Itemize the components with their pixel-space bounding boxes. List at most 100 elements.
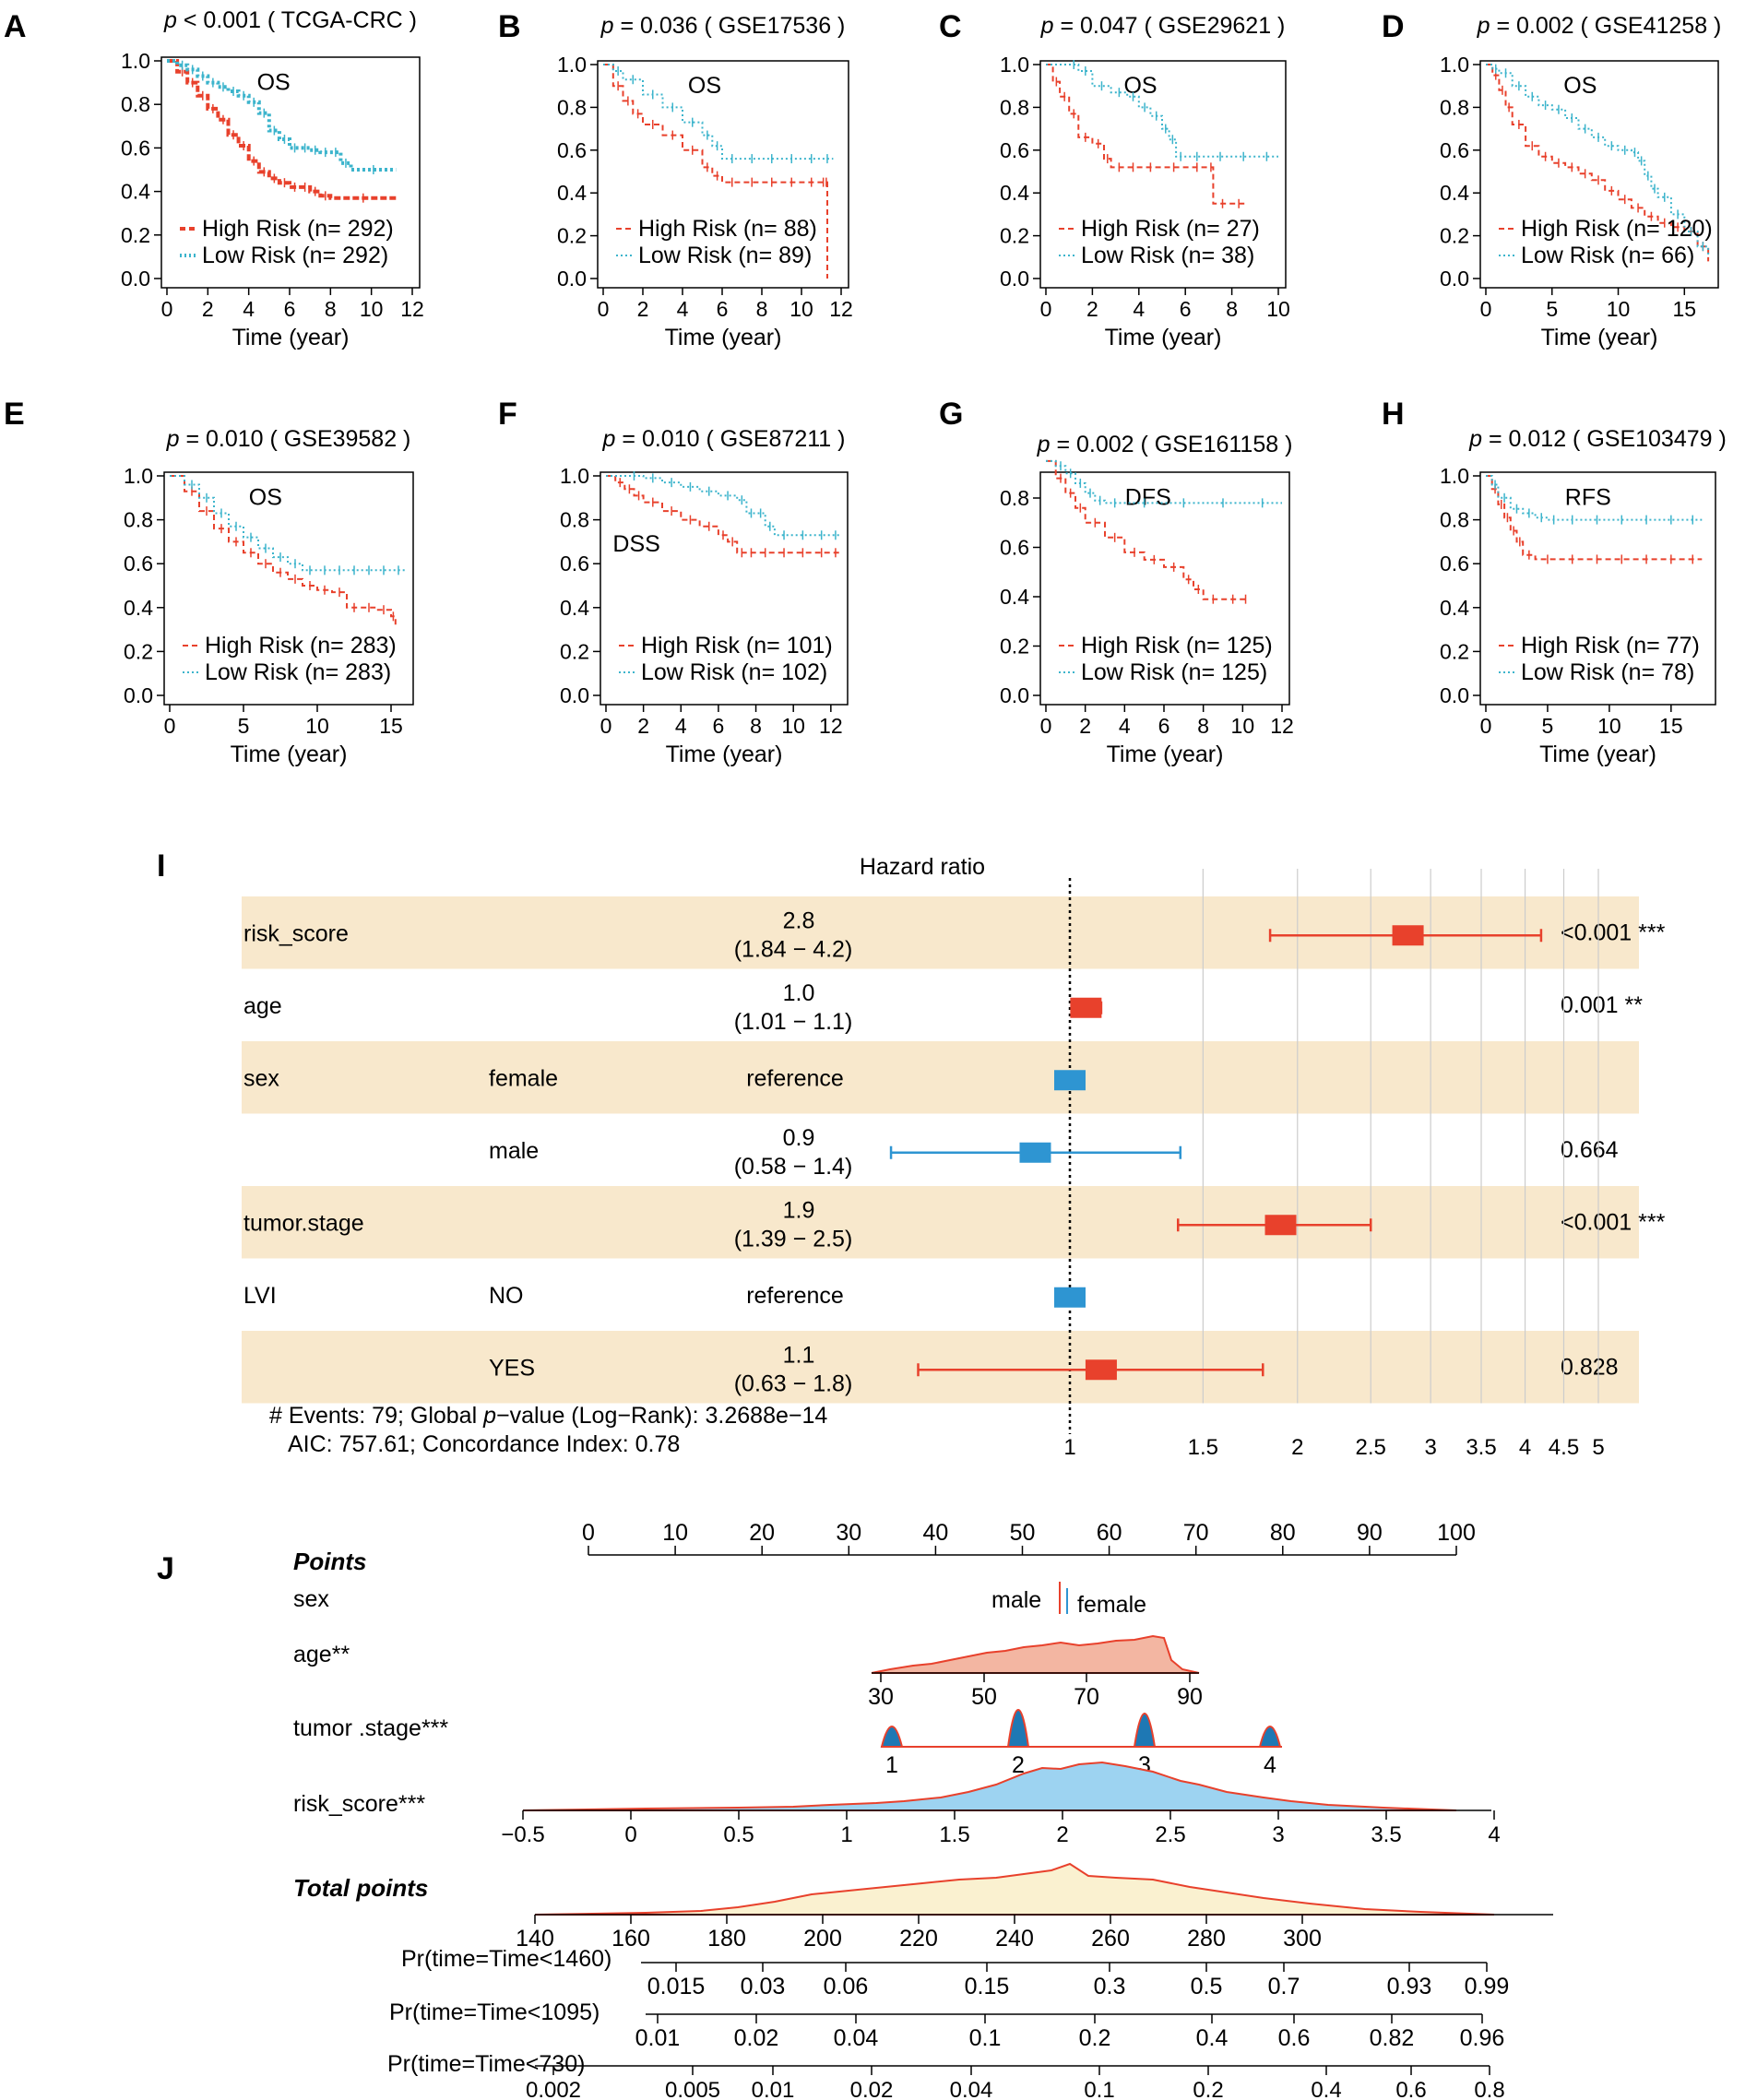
km-legend-text: Low Risk (n= 283): [205, 659, 391, 685]
nomo-tick-label: 0.02: [850, 2078, 894, 2100]
nomo-tick-label: 0.5: [1191, 1974, 1223, 1999]
km-endpoint-label: OS: [257, 70, 291, 96]
km-ytick-label: 0.0: [1000, 683, 1029, 707]
nomo-tick-label: 0.6: [1278, 2025, 1311, 2051]
km-ytick-label: 0.4: [557, 181, 587, 205]
km-curve-low-risk: [1046, 459, 1282, 504]
nomo-sex-female-label: female: [1077, 1592, 1146, 1618]
nomo-tick-label: 0.15: [965, 1974, 1010, 1999]
km-xtick-label: 0: [1480, 297, 1492, 321]
nomo-tick-label: 0.5: [723, 1822, 754, 1847]
forest-row-band: [242, 896, 1639, 969]
km-ytick-label: 0.6: [1440, 552, 1469, 575]
km-title: p = 0.012 ( GSE103479 ): [1468, 426, 1727, 452]
km-ytick-label: 0.6: [1440, 138, 1469, 162]
km-xtick-label: 12: [400, 297, 424, 321]
nomo-tick-label: 0.2: [1079, 2025, 1111, 2051]
forest-level: NO: [489, 1283, 524, 1309]
km-xtick-label: 0: [1040, 297, 1052, 321]
forest-xtick-label: 4: [1519, 1435, 1531, 1460]
forest-pvalue: 0.828: [1561, 1354, 1619, 1380]
km-xtick-label: 5: [1546, 297, 1558, 321]
km-xtick-label: 2: [1079, 714, 1091, 738]
panel-label-e: E: [4, 397, 25, 432]
km-curve-low-risk: [170, 475, 406, 572]
km-endpoint-label: OS: [1563, 73, 1597, 99]
forest-hr: 1.0: [783, 980, 815, 1006]
km-curve-high-risk: [1486, 64, 1710, 262]
km-legend-text: High Risk (n= 283): [205, 633, 397, 658]
km-legend-text: High Risk (n= 27): [1081, 216, 1260, 242]
km-panels: p < 0.001 ( TCGA-CRC ) 0.0 0.2 0.4 0.6 0.8 1.0…: [121, 7, 1727, 767]
km-panel-f: p = 0.010 ( GSE87211 ) 0.0 0.2 0.4 0.6 0.8 1.0…: [560, 426, 849, 767]
km-xtick-label: 0: [598, 297, 610, 321]
forest-xtick-label: 3: [1424, 1435, 1436, 1460]
nomo-tick-label: 70: [1183, 1520, 1209, 1546]
km-ytick-label: 1.0: [124, 464, 153, 488]
forest-xtick-label: 4.5: [1549, 1435, 1579, 1460]
km-ytick-label: 0.4: [124, 596, 153, 620]
km-curve-high-risk: [606, 475, 840, 554]
panel-labels: A B C D E F G H I J: [4, 9, 1405, 1586]
km-ytick-label: 0.0: [124, 683, 153, 707]
nomo-tick-label: 0.015: [647, 1974, 706, 1999]
nomo-tick-label: 2: [1056, 1822, 1068, 1847]
km-xtick-label: 6: [1158, 714, 1170, 738]
km-ytick-label: 0.2: [557, 224, 587, 248]
km-plot-frame: [1479, 471, 1716, 706]
km-xtick-label: 10: [305, 714, 329, 738]
panel-label-c: C: [939, 9, 962, 44]
forest-variable: risk_score: [243, 920, 349, 946]
nomo-pr1095-label: Pr(time=Time<1095): [389, 1999, 600, 2025]
km-ytick-label: 0.4: [560, 596, 589, 620]
nomo-tick-label: 0.4: [1311, 2078, 1341, 2100]
nomo-tick-label: 70: [1074, 1684, 1099, 1710]
km-ytick-label: 0.8: [124, 508, 153, 532]
nomo-risk-axis: −0.5 0 0.5 1 1.5 2 2.5 3 3.5 4: [501, 1809, 1501, 1847]
nomogram: Points sex age** tumor .stage*** risk_score*…: [293, 1520, 1553, 2100]
km-ytick-label: 0.6: [1000, 138, 1029, 162]
km-panel-g: p = 0.002 ( GSE161158 ) 0.0 0.2 0.4 0.6 0.8 0 2…: [1000, 432, 1294, 767]
forest-row-band: [242, 1331, 1639, 1404]
forest-level: female: [489, 1065, 558, 1091]
forest-xtick-label: 1.5: [1188, 1435, 1218, 1460]
nomo-tick-label: 240: [995, 1926, 1034, 1952]
panel-label-f: F: [498, 397, 517, 432]
nomo-tick-label: 1: [840, 1822, 852, 1847]
km-xtick-label: 4: [1133, 297, 1145, 321]
km-curve-high-risk: [167, 59, 397, 200]
nomo-tick-label: 100: [1437, 1520, 1476, 1546]
nomo-tick-label: 90: [1357, 1520, 1383, 1546]
nomo-tick-label: 200: [803, 1926, 842, 1952]
km-ytick-label: 0.0: [1440, 683, 1469, 707]
nomo-age-density: [871, 1634, 1200, 1674]
km-endpoint-label: RFS: [1565, 485, 1611, 511]
km-xlabel: Time (year): [665, 325, 782, 350]
nomo-tick-label: 0.3: [1094, 1974, 1126, 1999]
nomo-pr730-label: Pr(time=Time<730): [387, 2051, 585, 2077]
km-xtick-label: 10: [1597, 714, 1621, 738]
km-curve-low-risk: [603, 64, 834, 160]
km-xtick-label: 2: [637, 297, 649, 321]
forest-variable: LVI: [243, 1283, 277, 1309]
panel-label-d: D: [1382, 9, 1405, 44]
nomo-tick-label: 30: [836, 1520, 861, 1546]
km-curve-high-risk: [603, 64, 828, 279]
nomo-tick-label: 3: [1272, 1822, 1284, 1847]
km-xtick-label: 10: [1231, 714, 1255, 738]
nomo-tick-label: 0.1: [969, 2025, 1002, 2051]
nomo-tick-label: 10: [662, 1520, 688, 1546]
km-legend-text: Low Risk (n= 102): [641, 659, 827, 685]
nomo-tick-label: 30: [868, 1684, 894, 1710]
nomo-stage-peak: [880, 1726, 904, 1748]
nomo-tick-label: 60: [1097, 1520, 1122, 1546]
nomo-tick-label: 2.5: [1155, 1822, 1185, 1847]
km-xtick-label: 10: [781, 714, 805, 738]
nomo-stage-label: tumor .stage***: [293, 1715, 448, 1741]
km-curve-high-risk: [1046, 459, 1249, 600]
forest-point-estimate: [1070, 997, 1102, 1018]
km-ytick-label: 0.8: [1440, 95, 1469, 119]
nomo-tick-label: 50: [971, 1684, 997, 1710]
km-curve-low-risk: [1486, 475, 1703, 521]
km-ytick-label: 0.8: [1000, 95, 1029, 119]
